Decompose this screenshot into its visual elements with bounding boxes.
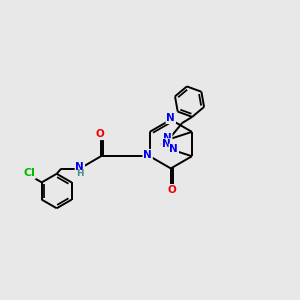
Text: O: O xyxy=(168,185,177,195)
Text: N: N xyxy=(167,113,175,123)
Text: N: N xyxy=(76,162,84,172)
Text: N: N xyxy=(163,133,172,142)
Text: N: N xyxy=(143,150,152,160)
Text: O: O xyxy=(95,129,104,139)
Text: H: H xyxy=(76,169,84,178)
Text: Cl: Cl xyxy=(23,169,35,178)
Text: N: N xyxy=(162,139,171,149)
Text: N: N xyxy=(169,144,178,154)
